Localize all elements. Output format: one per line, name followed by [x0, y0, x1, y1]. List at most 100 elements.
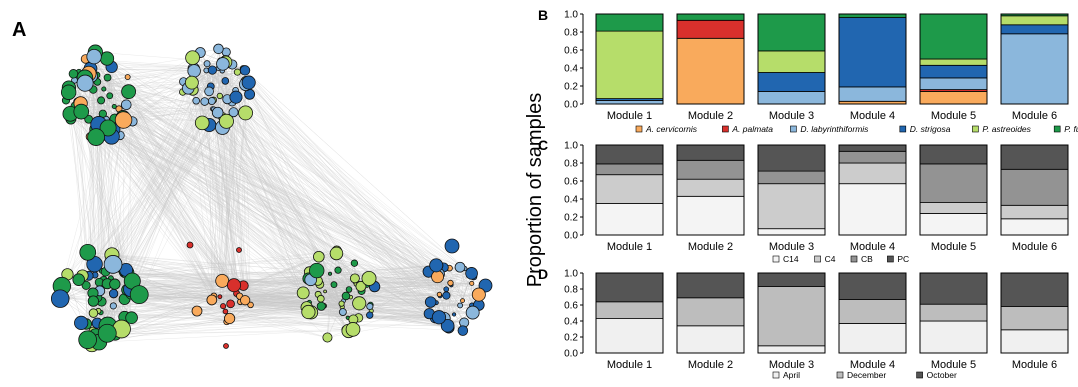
network-edge	[88, 119, 321, 299]
network-edge	[217, 112, 241, 302]
network-edge	[310, 279, 472, 306]
network-edge	[236, 284, 320, 294]
y-tick-label: 0.8	[564, 28, 578, 39]
network-edge	[204, 101, 451, 284]
network-edge	[192, 57, 237, 294]
network-edge	[317, 280, 357, 285]
network-edge	[125, 121, 133, 270]
bar-segment-module-2-april	[676, 325, 745, 354]
network-edge	[66, 297, 465, 323]
network-edge	[110, 267, 444, 279]
bar-segment-module-1-december	[595, 301, 664, 319]
network-edge	[86, 254, 441, 297]
network-edge	[127, 76, 357, 285]
network-node-d-labyrinthiformis	[204, 86, 214, 97]
panel-label-d: D	[538, 266, 548, 282]
network-node-a-cervicornis	[471, 287, 486, 302]
bar-segment-module-3-cb	[757, 170, 826, 185]
network-edge	[106, 284, 320, 327]
network-edge	[88, 73, 203, 124]
network-edge	[225, 294, 479, 312]
network-edge	[211, 101, 241, 302]
network-edge	[250, 255, 321, 306]
network-edge	[323, 263, 355, 307]
bar-segment-module-1-p-furcata	[595, 13, 664, 32]
network-edge	[124, 302, 437, 318]
network-edge	[122, 117, 447, 290]
network-edge	[182, 91, 464, 331]
network-edge	[183, 48, 219, 82]
network-edge	[74, 61, 226, 81]
network-node-d-strigosa	[366, 311, 374, 319]
network-edge	[249, 94, 434, 319]
network-edge	[243, 68, 455, 315]
network-edge	[121, 329, 354, 335]
network-edge	[192, 57, 339, 271]
network-edge	[86, 323, 448, 326]
network-edge	[103, 88, 434, 319]
network-edge	[81, 111, 444, 268]
network-edge	[218, 48, 321, 257]
bar-outline-module-5	[919, 144, 988, 236]
network-node-d-strigosa	[207, 65, 217, 75]
legend-swatch-pc	[887, 255, 894, 263]
network-node-p-furcata	[68, 69, 79, 79]
x-tick-label: Module 5	[931, 359, 976, 371]
network-node-p-furcata	[87, 128, 105, 146]
network-node-d-strigosa	[108, 288, 119, 299]
network-edge	[83, 84, 193, 91]
network-edge	[113, 129, 348, 318]
network-edge	[88, 57, 193, 74]
network-edge	[217, 112, 244, 286]
network-edge	[202, 122, 355, 264]
network-edge	[88, 88, 189, 276]
network-edge	[102, 113, 355, 264]
bar-outline-module-4	[838, 13, 907, 105]
network-node-a-cervicornis	[240, 295, 251, 306]
network-edge	[212, 108, 322, 307]
network-edge	[225, 60, 429, 272]
network-edge	[131, 265, 437, 290]
network-edge	[101, 127, 223, 272]
network-edge	[93, 273, 472, 302]
network-edge	[113, 305, 436, 319]
bar-segment-module-4-d-strigosa	[838, 17, 907, 88]
network-edge	[218, 67, 464, 331]
network-edge	[225, 80, 486, 286]
network-edge	[193, 68, 241, 302]
bar-segment-module-4-p-furcata	[838, 13, 907, 18]
network-edge	[81, 113, 431, 303]
network-edge	[98, 120, 449, 327]
network-edge	[131, 289, 237, 294]
network-edge	[319, 276, 438, 285]
bar-segment-module-2-a-palmata	[676, 19, 745, 39]
network-edge	[139, 294, 240, 297]
bar-segment-module-5-p-furcata	[919, 13, 988, 60]
network-edge	[87, 252, 451, 284]
network-edge	[93, 267, 444, 302]
network-edge	[235, 97, 331, 274]
network-edge	[99, 282, 230, 319]
network-edge	[345, 295, 479, 306]
network-edge	[111, 254, 318, 282]
network-edge	[113, 293, 465, 323]
network-edge	[85, 58, 479, 306]
network-edge	[226, 271, 310, 322]
network-node-d-strigosa	[239, 65, 251, 76]
network-edge	[317, 276, 438, 282]
network-edge	[226, 121, 251, 305]
network-edge	[231, 101, 440, 295]
network-edge	[243, 271, 429, 286]
network-node-p-furcata	[99, 119, 117, 137]
bar-segment-module-5-p-astreoides	[919, 58, 988, 66]
network-edge	[222, 63, 230, 319]
network-edge	[112, 70, 207, 265]
bar-segment-module-2-pc	[676, 144, 745, 161]
network-edge	[132, 121, 320, 285]
x-tick-label: Module 4	[850, 241, 895, 253]
network-edge	[229, 271, 429, 319]
network-edge	[225, 311, 436, 319]
network-edge	[200, 52, 331, 274]
network-node-d-labyrinthiformis	[465, 305, 480, 320]
network-edge	[308, 311, 445, 319]
